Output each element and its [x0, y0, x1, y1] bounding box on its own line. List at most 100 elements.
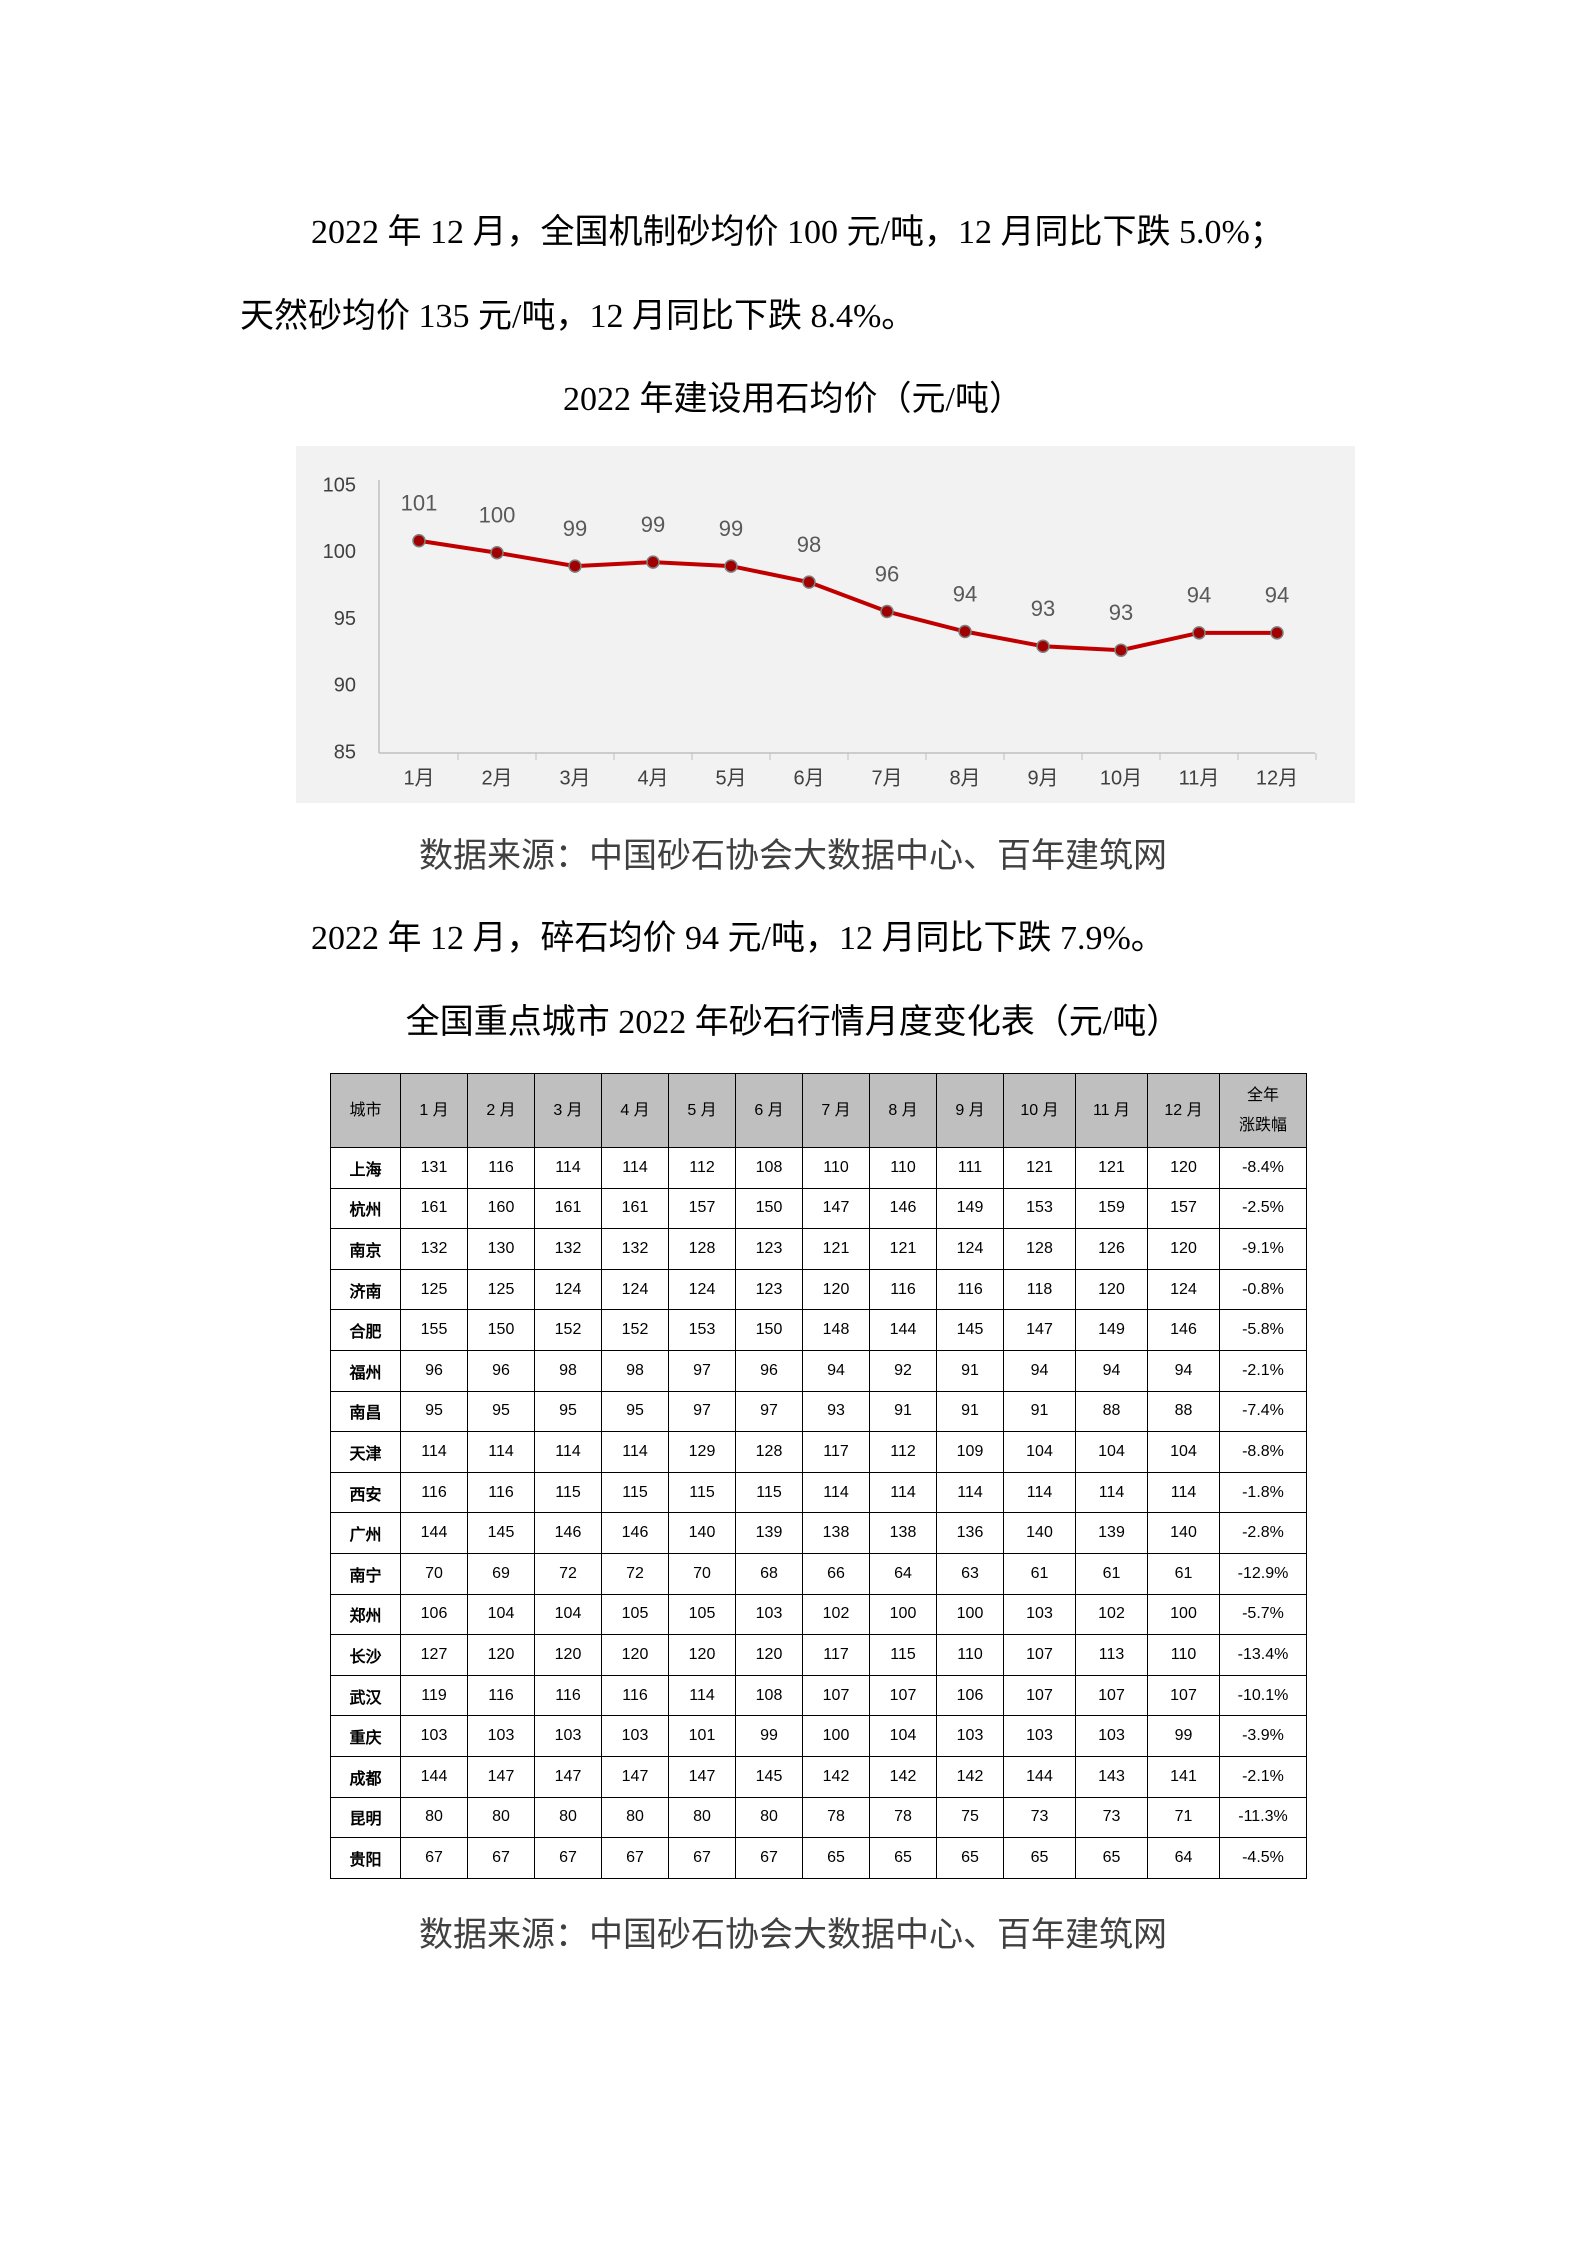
x-tick-label: 10月 [1100, 767, 1142, 789]
paragraph: 2022 年 12 月，全国机制砂均价 100 元/吨，12 月同比下跌 5.0… [311, 214, 1284, 251]
point [1192, 626, 1206, 640]
value-cell: 109 [936, 1431, 1004, 1473]
value-cell: 103 [1003, 1715, 1076, 1757]
value-cell: 78 [869, 1796, 937, 1839]
value-cell: 104 [869, 1715, 937, 1757]
point [958, 624, 972, 639]
value-label: 94 [1187, 583, 1211, 608]
value-cell: -9.1% [1219, 1228, 1307, 1270]
point [880, 604, 894, 619]
table-row: 济南 125 125 124 124 124 123 120 116 116 118 120 124 -0… [330, 1268, 1307, 1311]
value-cell: 130 [467, 1228, 535, 1270]
value-cell: 114 [936, 1471, 1004, 1514]
header-cell: 城市 [330, 1073, 401, 1148]
paragraph: 2022 年 12 月，碎石均价 94 元/吨，12 月同比下跌 7.9%。 [311, 920, 1165, 957]
value-cell: 149 [1075, 1309, 1148, 1351]
value-cell: 147 [534, 1755, 602, 1798]
x-tick-label: 9月 [1027, 767, 1058, 789]
y-tick-label: 95 [334, 608, 356, 630]
value-cell: 125 [467, 1268, 535, 1311]
value-cell: 105 [668, 1593, 736, 1636]
value-cell: 140 [668, 1512, 736, 1554]
header-cell: 12 月 [1147, 1073, 1220, 1148]
x-tick-label: 4月 [637, 767, 668, 789]
value-cell: 73 [1003, 1796, 1076, 1839]
value-cell: 146 [601, 1512, 669, 1554]
value-cell: 115 [601, 1471, 669, 1514]
value-label: 99 [641, 512, 665, 537]
value-cell: -1.8% [1219, 1471, 1307, 1514]
value-cell: 65 [1075, 1837, 1148, 1879]
value-cell: 72 [534, 1552, 602, 1595]
value-cell: 105 [601, 1593, 669, 1636]
value-cell: 112 [869, 1431, 937, 1473]
value-cell: 102 [1075, 1593, 1148, 1636]
value-cell: 124 [936, 1228, 1004, 1270]
value-cell: 72 [601, 1552, 669, 1595]
value-label: 93 [1031, 596, 1055, 621]
value-cell: 124 [601, 1268, 669, 1311]
value-cell: 120 [534, 1634, 602, 1676]
value-cell: 160 [467, 1187, 535, 1230]
table-row: 合肥 155 150 152 152 153 150 148 144 145 147 149 146 -5… [330, 1309, 1307, 1351]
value-cell: 67 [668, 1837, 736, 1879]
value-cell: 116 [467, 1147, 535, 1189]
value-label: 96 [875, 561, 899, 586]
point [802, 575, 816, 589]
value-cell: 100 [869, 1593, 937, 1636]
value-cell: -11.3% [1219, 1796, 1307, 1839]
value-cell: 64 [1147, 1837, 1220, 1879]
value-cell: 107 [1003, 1634, 1076, 1676]
value-cell: 116 [601, 1674, 669, 1717]
value-cell: 95 [534, 1390, 602, 1433]
value-cell: 104 [467, 1593, 535, 1636]
table-title: 全国重点城市 2022 年砂石行情月度变化表（元/吨） [405, 1004, 1181, 1041]
value-cell: 106 [936, 1674, 1004, 1717]
value-cell: 91 [936, 1349, 1004, 1392]
value-cell: 114 [1147, 1471, 1220, 1514]
value-cell: 75 [936, 1796, 1004, 1839]
value-cell: 92 [869, 1349, 937, 1392]
city-cell: 南京 [330, 1228, 401, 1270]
value-cell: 132 [601, 1228, 669, 1270]
value-cell: 150 [467, 1309, 535, 1351]
value-cell: 67 [601, 1837, 669, 1879]
header-cell: 5 月 [668, 1073, 736, 1148]
value-cell: 110 [802, 1147, 870, 1189]
value-cell: 103 [534, 1715, 602, 1757]
value-cell: 99 [1147, 1715, 1220, 1757]
value-cell: -10.1% [1219, 1674, 1307, 1717]
value-cell: 67 [534, 1837, 602, 1879]
value-cell: 61 [1003, 1552, 1076, 1595]
value-cell: 142 [936, 1755, 1004, 1798]
value-cell: 150 [735, 1309, 803, 1351]
value-label: 94 [1265, 583, 1289, 608]
value-cell: 94 [1075, 1349, 1148, 1392]
value-label: 99 [563, 516, 587, 541]
value-cell: 114 [668, 1674, 736, 1717]
value-cell: 96 [400, 1349, 468, 1392]
value-label: 93 [1109, 600, 1133, 625]
value-cell: 138 [802, 1512, 870, 1554]
header-cell: 2 月 [467, 1073, 535, 1148]
city-cell: 南宁 [330, 1552, 401, 1595]
value-cell: 118 [1003, 1268, 1076, 1311]
value-label: 101 [401, 491, 438, 516]
value-cell: 111 [936, 1147, 1004, 1189]
value-cell: 116 [467, 1674, 535, 1717]
paragraph: 天然砂均价 135 元/吨，12 月同比下跌 8.4%。 [240, 298, 916, 335]
value-cell: 107 [802, 1674, 870, 1717]
table-row: 杭州 161 160 161 161 157 150 147 146 149 153 159 157 -2… [330, 1187, 1307, 1230]
value-cell: 97 [668, 1390, 736, 1433]
city-cell: 郑州 [330, 1593, 401, 1636]
value-cell: -12.9% [1219, 1552, 1307, 1595]
value-cell: 153 [668, 1309, 736, 1351]
value-cell: 63 [936, 1552, 1004, 1595]
x-tick-label: 12月 [1256, 767, 1298, 789]
value-cell: -2.1% [1219, 1755, 1307, 1798]
value-cell: 155 [400, 1309, 468, 1351]
value-cell: 148 [802, 1309, 870, 1351]
value-cell: 103 [601, 1715, 669, 1757]
